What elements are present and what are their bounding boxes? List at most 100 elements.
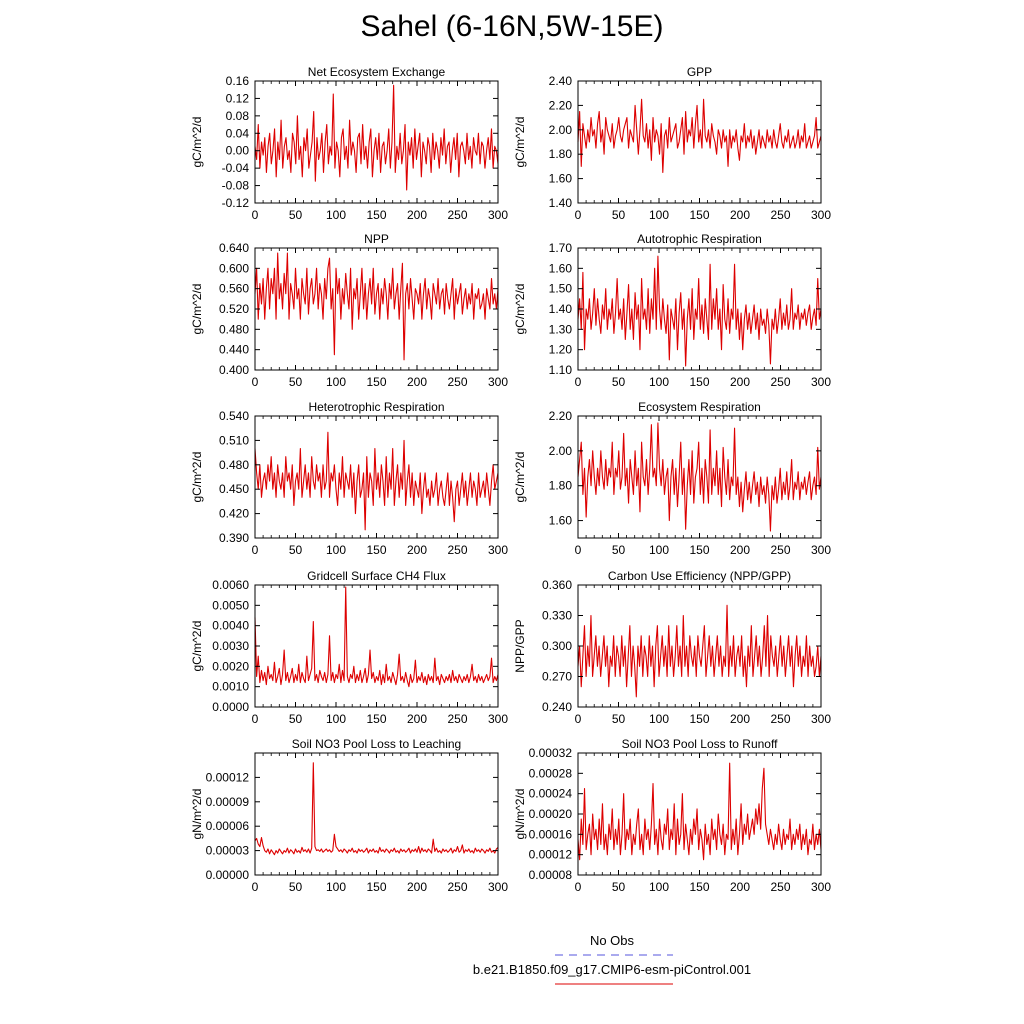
x-tick-label: 250 — [770, 543, 790, 557]
panel-title: NPP — [364, 232, 389, 246]
x-tick-label: 50 — [289, 880, 303, 894]
x-tick-label: 200 — [407, 375, 427, 389]
panel-title: Ecosystem Respiration — [638, 400, 761, 414]
y-tick-label: 1.20 — [549, 343, 573, 357]
y-tick-label: 2.40 — [549, 74, 573, 88]
y-tick-label: 0.00028 — [529, 766, 573, 780]
x-tick-label: 200 — [730, 375, 750, 389]
panel-title: Heterotrophic Respiration — [308, 400, 444, 414]
x-tick-label: 200 — [407, 880, 427, 894]
y-tick-label: 1.50 — [549, 282, 573, 296]
panel-soil-no3-pool-loss-to-runoff: Soil NO3 Pool Loss to Runoff gN/m^2/d 0 50 1… — [513, 737, 831, 894]
series-line — [254, 431, 499, 531]
panel-autotrophic-respiration: Autotrophic Respiration gC/m^2/d 0 50 100 150… — [513, 232, 831, 389]
y-tick-label: 1.80 — [549, 147, 573, 161]
y-tick-label: 1.40 — [549, 196, 573, 210]
x-tick-label: 200 — [730, 712, 750, 726]
x-tick-label: 200 — [407, 543, 427, 557]
panel-gridcell-surface-ch4-flux: Gridcell Surface CH4 Flux gC/m^2/d 0 50 100 1… — [190, 569, 508, 726]
y-tick-label: 0.00020 — [529, 807, 573, 821]
x-tick-label: 300 — [811, 543, 831, 557]
y-tick-label: 0.400 — [219, 363, 249, 377]
x-tick-label: 150 — [689, 880, 709, 894]
x-tick-label: 250 — [447, 375, 467, 389]
x-tick-label: 50 — [612, 880, 626, 894]
panel-npp: NPP gC/m^2/d 0 50 100 150 200 250 300 0.400 0.440 0… — [190, 232, 508, 389]
x-tick-label: 100 — [649, 712, 669, 726]
x-tick-label: 50 — [612, 712, 626, 726]
series-line — [254, 762, 499, 856]
x-tick-label: 300 — [811, 712, 831, 726]
y-tick-label: 0.450 — [219, 482, 249, 496]
x-tick-label: 50 — [289, 712, 303, 726]
x-tick-label: 150 — [366, 208, 386, 222]
y-tick-label: 2.00 — [549, 123, 573, 137]
x-tick-label: 0 — [575, 712, 582, 726]
x-tick-label: 150 — [689, 208, 709, 222]
y-tick-label: 0.440 — [219, 343, 249, 357]
y-tick-label: -0.08 — [222, 179, 250, 193]
x-tick-label: 200 — [730, 208, 750, 222]
y-axis-label: gC/m^2/d — [513, 117, 527, 168]
y-tick-label: 0.270 — [542, 670, 572, 684]
y-axis-label: gC/m^2/d — [513, 452, 527, 503]
x-tick-label: 150 — [689, 712, 709, 726]
x-tick-label: 0 — [575, 375, 582, 389]
x-tick-label: 300 — [488, 375, 508, 389]
x-tick-label: 100 — [649, 880, 669, 894]
panel-ecosystem-respiration: Ecosystem Respiration gC/m^2/d 0 50 100 150 20… — [513, 400, 831, 557]
y-tick-label: 0.640 — [219, 241, 249, 255]
y-tick-label: 0.00024 — [529, 787, 573, 801]
x-tick-label: 0 — [575, 208, 582, 222]
x-tick-label: 100 — [326, 543, 346, 557]
x-tick-label: 150 — [366, 543, 386, 557]
x-tick-label: 100 — [326, 375, 346, 389]
x-tick-label: 100 — [326, 880, 346, 894]
panel-carbon-use-efficiency-npp-gpp: Carbon Use Efficiency (NPP/GPP) NPP/GPP 0 5… — [513, 569, 831, 726]
plot-frame — [254, 752, 499, 876]
y-tick-label: 0.12 — [226, 91, 250, 105]
x-tick-label: 50 — [612, 208, 626, 222]
y-tick-label: 1.60 — [549, 261, 573, 275]
x-tick-label: 300 — [811, 208, 831, 222]
y-tick-label: 2.00 — [549, 444, 573, 458]
x-tick-label: 0 — [252, 543, 259, 557]
y-tick-label: 0.00009 — [206, 795, 250, 809]
legend-label-model-run: b.e21.B1850.f09_g17.CMIP6-esm-piControl.… — [472, 962, 752, 977]
panel-title: Soil NO3 Pool Loss to Leaching — [292, 737, 461, 751]
panel-soil-no3-pool-loss-to-leaching: Soil NO3 Pool Loss to Leaching gN/m^2/d 0 5… — [190, 737, 508, 894]
x-tick-label: 100 — [649, 543, 669, 557]
x-tick-label: 200 — [730, 880, 750, 894]
panel-title: Gridcell Surface CH4 Flux — [307, 569, 446, 583]
y-tick-label: 0.00003 — [206, 844, 250, 858]
legend — [555, 954, 673, 985]
panel-gpp: GPP gC/m^2/d 0 50 100 150 200 250 300 1.40 1.60 1.8… — [513, 65, 831, 222]
x-tick-label: 50 — [289, 543, 303, 557]
x-tick-label: 0 — [252, 712, 259, 726]
panel-title: Carbon Use Efficiency (NPP/GPP) — [608, 569, 791, 583]
x-tick-label: 0 — [575, 880, 582, 894]
y-tick-label: 2.20 — [549, 98, 573, 112]
y-tick-label: 0.520 — [219, 302, 249, 316]
y-axis-label: NPP/GPP — [513, 619, 527, 672]
y-axis-label: gC/m^2/d — [190, 621, 204, 672]
y-tick-label: 0.480 — [219, 322, 249, 336]
y-tick-label: 0.00032 — [529, 746, 573, 760]
y-tick-label: 0.08 — [226, 109, 250, 123]
x-tick-label: 0 — [252, 208, 259, 222]
y-axis-label: gC/m^2/d — [190, 452, 204, 503]
plot-frame — [577, 752, 822, 876]
y-tick-label: 0.420 — [219, 507, 249, 521]
y-tick-label: 1.80 — [549, 479, 573, 493]
y-axis-label: gC/m^2/d — [190, 284, 204, 335]
y-tick-label: 1.70 — [549, 241, 573, 255]
x-tick-label: 150 — [366, 712, 386, 726]
x-tick-label: 300 — [488, 208, 508, 222]
y-tick-label: 0.360 — [542, 578, 572, 592]
y-axis-label: gN/m^2/d — [513, 789, 527, 840]
y-tick-label: 0.390 — [219, 531, 249, 545]
legend-label-no-obs: No Obs — [589, 933, 635, 948]
x-tick-label: 50 — [612, 375, 626, 389]
y-axis-label: gC/m^2/d — [513, 284, 527, 335]
